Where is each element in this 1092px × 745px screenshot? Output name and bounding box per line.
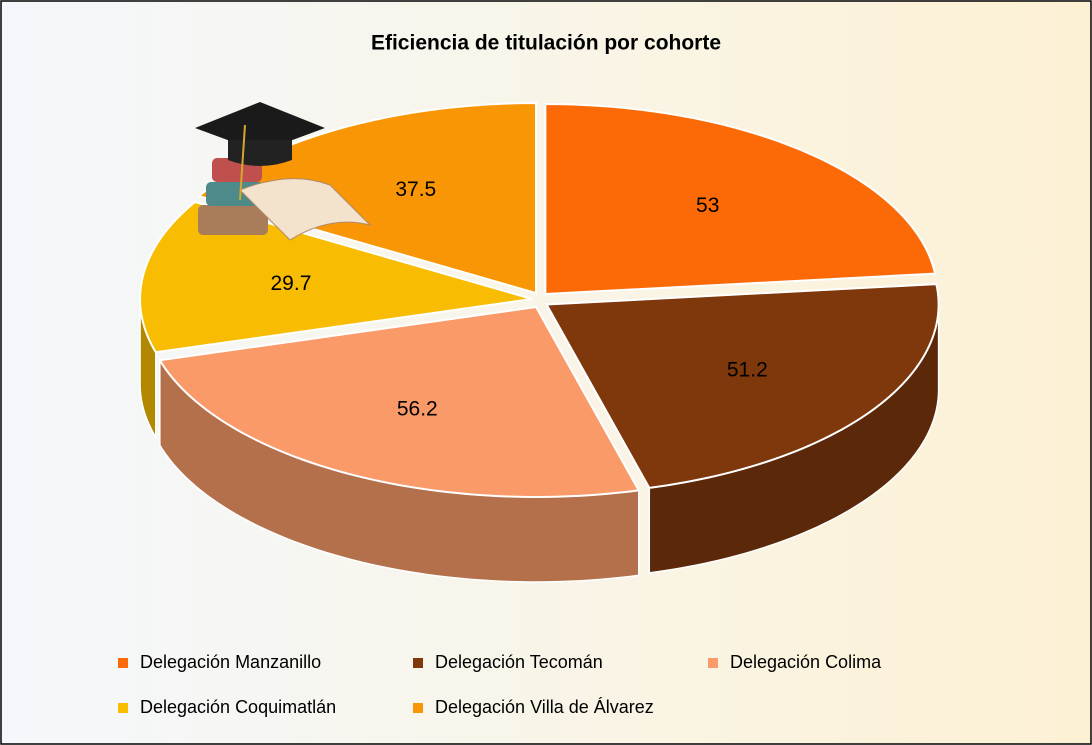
- legend-swatch: [118, 658, 128, 668]
- legend-label: Delegación Tecomán: [435, 652, 603, 672]
- data-label: 29.7: [271, 272, 312, 295]
- legend-label: Delegación Colima: [730, 652, 882, 672]
- legend-swatch: [413, 658, 423, 668]
- slice: [544, 103, 937, 296]
- data-label: 56.2: [397, 397, 438, 420]
- legend-label: Delegación Villa de Álvarez: [435, 697, 654, 717]
- legend-swatch: [413, 703, 423, 713]
- data-label: 37.5: [395, 178, 436, 201]
- slice: [139, 200, 533, 354]
- legend-swatch: [118, 703, 128, 713]
- legend-swatch: [708, 658, 718, 668]
- legend-label: Delegación Coquimatlán: [140, 697, 336, 717]
- legend-label: Delegación Manzanillo: [140, 652, 321, 672]
- slice: [544, 283, 940, 489]
- data-label: 51.2: [727, 358, 768, 381]
- chart-title: Eficiencia de titulación por cohorte: [371, 32, 721, 55]
- graduation-icon: [195, 102, 372, 241]
- data-label: 53: [696, 194, 719, 217]
- slice: [158, 305, 641, 498]
